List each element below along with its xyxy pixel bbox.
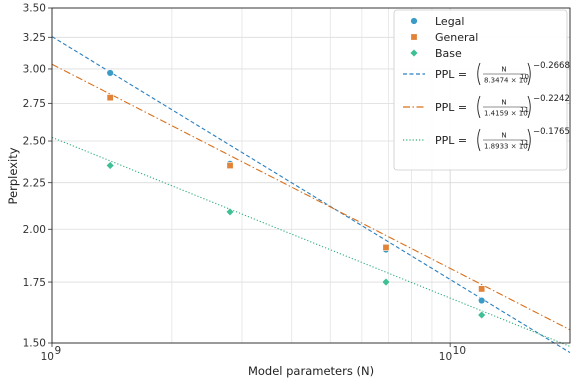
x-tick-label-base: 10 [41, 351, 54, 363]
base-point [105, 161, 115, 170]
fit-line-1 [51, 36, 571, 354]
y-tick-label: 3.00 [23, 64, 46, 76]
general-point [106, 94, 114, 102]
legend-fit-denominator-exponent: 10 [520, 73, 529, 81]
y-tick-label: 1.50 [23, 338, 46, 350]
y-axis-label: Perplexity [6, 147, 20, 204]
general-point [478, 285, 486, 293]
x-axis-ticks: 10 9 10 10 [41, 343, 466, 363]
legend-fit-power: −0.2242 [533, 94, 570, 104]
x-tick-label-exponent: 9 [55, 345, 62, 357]
y-axis-ticks: 1.50 1.75 2.00 2.25 2.50 2.75 3.00 3.25 3.50 [23, 3, 52, 350]
legend-fit-numerator: N [501, 66, 506, 74]
legend-fit-power: −0.1765 [533, 127, 570, 137]
general-point [226, 161, 234, 169]
fit-line-2 [51, 63, 571, 331]
legend-paren-left [477, 128, 481, 152]
legend-fit-lhs: PPL = [435, 101, 467, 114]
data-points [105, 69, 487, 320]
x-tick-label-base: 10 [439, 351, 452, 363]
y-tick-label: 2.50 [23, 136, 46, 148]
legend-fit-denominator-exponent: 11 [520, 106, 529, 114]
base-point [225, 207, 235, 217]
fit-lines [51, 36, 571, 354]
legend-fit-denominator-exponent: 11 [520, 139, 529, 147]
general-point [382, 243, 390, 251]
legend-base-marker [409, 48, 419, 58]
legend-fit-lhs: PPL = [435, 134, 467, 147]
legend-fit-denominator: 8.3474 × 10 [484, 77, 528, 85]
legend-fit-denominator: 1.8933 × 10 [484, 143, 528, 151]
legend-label: Base [435, 47, 462, 60]
legend-general-marker [410, 33, 418, 41]
base-point [381, 277, 391, 287]
y-tick-label: 1.75 [23, 277, 46, 289]
y-tick-label: 2.00 [23, 224, 46, 236]
legend-paren-left [477, 62, 481, 86]
fit-line-3 [51, 136, 571, 347]
plot-frame [51, 7, 571, 344]
y-tick-label: 3.25 [23, 32, 46, 44]
legal-point [106, 69, 114, 77]
y-tick-label: 2.75 [23, 98, 46, 110]
legal-point [477, 296, 486, 305]
legend-label: Legal [435, 15, 464, 28]
y-tick-label: 2.25 [23, 177, 46, 189]
legend-fit-denominator: 1.4159 × 10 [484, 110, 528, 118]
y-tick-label: 3.50 [23, 3, 46, 15]
x-tick-label-exponent: 10 [453, 345, 466, 357]
legend-fit-numerator: N [501, 99, 506, 107]
base-point [477, 310, 487, 320]
x-axis-label: Model parameters (N) [248, 364, 374, 378]
legend-fit-lhs: PPL = [435, 68, 467, 81]
legend-paren-right [527, 62, 531, 86]
legend-paren-right [527, 95, 531, 119]
legend-paren-left [477, 95, 481, 119]
legend-fit-power: −0.2668 [533, 61, 570, 71]
legend-label: General [435, 31, 478, 44]
legend-paren-right [527, 128, 531, 152]
legend-fit-numerator: N [501, 132, 506, 140]
legend-legal-marker [410, 17, 418, 25]
legend-box [393, 9, 568, 171]
